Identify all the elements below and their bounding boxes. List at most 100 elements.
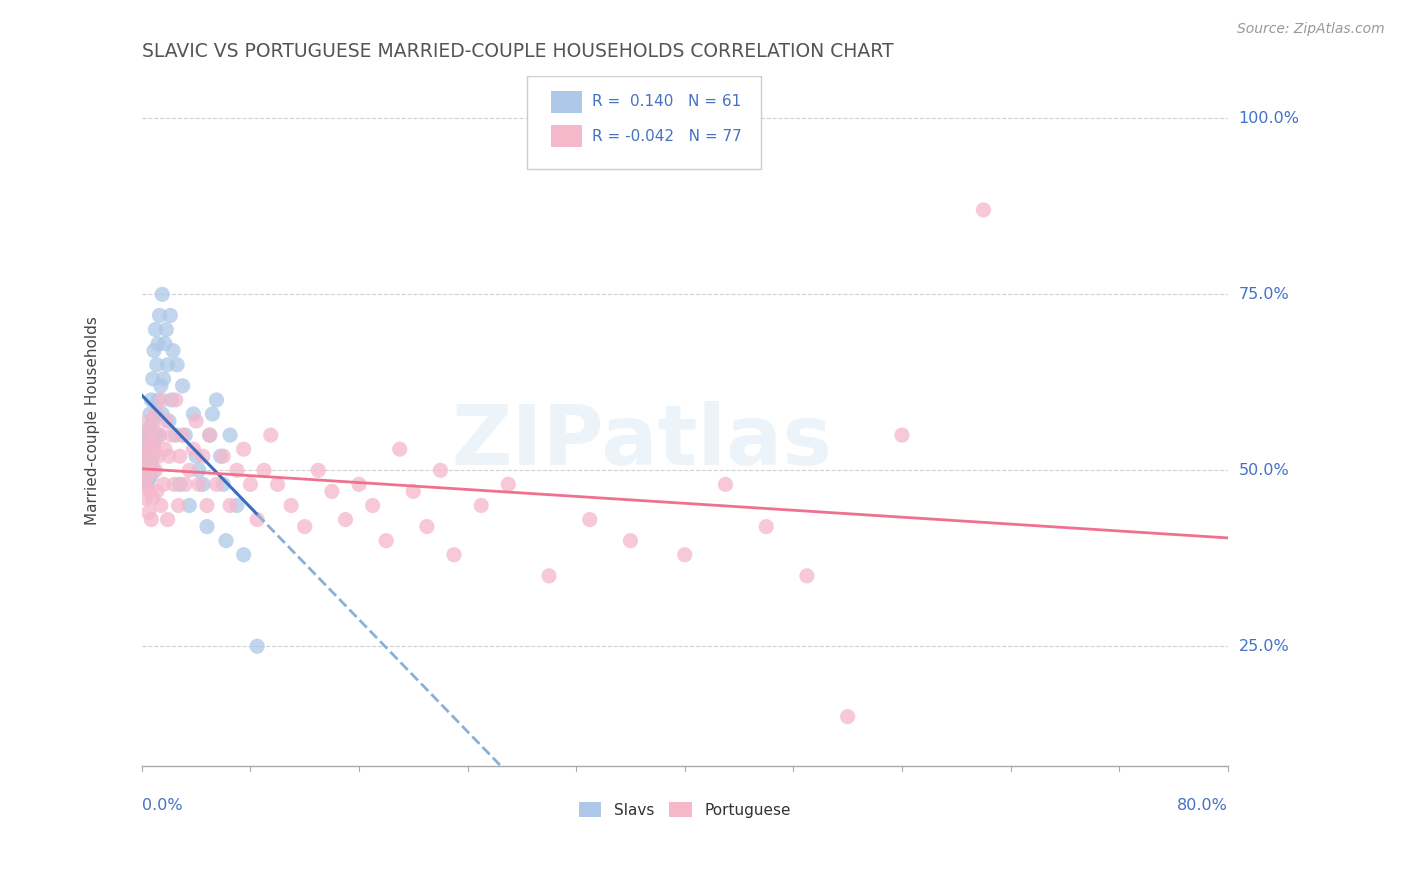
Point bbox=[246, 639, 269, 653]
Point bbox=[429, 463, 451, 477]
Point bbox=[132, 449, 155, 463]
Text: 75.0%: 75.0% bbox=[1239, 287, 1289, 301]
Point bbox=[375, 533, 398, 548]
Point bbox=[402, 484, 425, 499]
Point bbox=[260, 428, 283, 442]
Point bbox=[138, 421, 160, 435]
Point bbox=[246, 512, 269, 526]
Point bbox=[184, 414, 207, 428]
Point bbox=[335, 512, 357, 526]
Point bbox=[145, 407, 167, 421]
Point bbox=[187, 477, 209, 491]
Point bbox=[139, 456, 162, 470]
Point bbox=[150, 287, 173, 301]
FancyBboxPatch shape bbox=[551, 125, 582, 147]
Point bbox=[212, 477, 235, 491]
Point bbox=[149, 379, 172, 393]
Text: 80.0%: 80.0% bbox=[1177, 797, 1227, 813]
Point bbox=[253, 463, 276, 477]
Point bbox=[157, 449, 180, 463]
Point bbox=[205, 392, 228, 407]
Point bbox=[153, 336, 176, 351]
Point bbox=[321, 484, 343, 499]
Point bbox=[145, 407, 167, 421]
Point bbox=[172, 428, 194, 442]
Point bbox=[163, 477, 186, 491]
Point bbox=[416, 519, 439, 533]
Point bbox=[470, 499, 492, 513]
Point bbox=[157, 414, 180, 428]
Point bbox=[232, 442, 254, 457]
Point bbox=[673, 548, 696, 562]
Point bbox=[215, 533, 238, 548]
Point bbox=[155, 322, 177, 336]
Point bbox=[179, 499, 201, 513]
Point bbox=[443, 548, 465, 562]
Point bbox=[166, 358, 188, 372]
Point bbox=[141, 392, 163, 407]
Point bbox=[172, 379, 194, 393]
Point bbox=[388, 442, 411, 457]
Point bbox=[156, 358, 179, 372]
Point bbox=[891, 428, 914, 442]
Point bbox=[972, 202, 994, 217]
Point bbox=[150, 392, 173, 407]
Text: 50.0%: 50.0% bbox=[1239, 463, 1289, 478]
Text: Married-couple Households: Married-couple Households bbox=[86, 317, 100, 525]
Point bbox=[136, 442, 159, 457]
Point bbox=[146, 392, 169, 407]
Point bbox=[143, 442, 166, 457]
Point bbox=[135, 463, 157, 477]
Point bbox=[347, 477, 370, 491]
Point bbox=[148, 309, 170, 323]
Point bbox=[135, 428, 157, 442]
Point bbox=[755, 519, 778, 533]
FancyBboxPatch shape bbox=[551, 91, 582, 112]
Text: 25.0%: 25.0% bbox=[1239, 639, 1289, 654]
Point bbox=[139, 407, 162, 421]
Point bbox=[141, 456, 163, 470]
Point bbox=[156, 512, 179, 526]
Point bbox=[195, 519, 218, 533]
Point bbox=[169, 477, 191, 491]
Text: 0.0%: 0.0% bbox=[142, 797, 183, 813]
Point bbox=[150, 407, 173, 421]
Point bbox=[145, 463, 167, 477]
Point bbox=[179, 463, 201, 477]
Point bbox=[143, 343, 166, 358]
Point bbox=[139, 484, 162, 499]
Point bbox=[159, 309, 181, 323]
Point bbox=[225, 499, 247, 513]
Point bbox=[294, 519, 316, 533]
Point bbox=[142, 491, 165, 506]
Point bbox=[142, 421, 165, 435]
Point bbox=[148, 428, 170, 442]
Point bbox=[139, 442, 162, 457]
Point bbox=[198, 428, 221, 442]
Point bbox=[174, 477, 197, 491]
Point bbox=[266, 477, 288, 491]
Point bbox=[239, 477, 262, 491]
Point bbox=[138, 449, 160, 463]
Point bbox=[142, 449, 165, 463]
Point bbox=[361, 499, 384, 513]
Point bbox=[138, 506, 160, 520]
Text: Source: ZipAtlas.com: Source: ZipAtlas.com bbox=[1237, 22, 1385, 37]
Point bbox=[498, 477, 520, 491]
Point bbox=[232, 548, 254, 562]
Point bbox=[134, 456, 156, 470]
Point bbox=[198, 428, 221, 442]
Point bbox=[205, 477, 228, 491]
Point bbox=[149, 499, 172, 513]
Point bbox=[143, 435, 166, 450]
Point bbox=[142, 372, 165, 386]
Legend: Slavs, Portuguese: Slavs, Portuguese bbox=[572, 796, 797, 823]
Point bbox=[183, 407, 205, 421]
Point bbox=[135, 491, 157, 506]
Point bbox=[152, 372, 174, 386]
Text: R =  0.140   N = 61: R = 0.140 N = 61 bbox=[592, 95, 742, 109]
Point bbox=[183, 442, 205, 457]
Point bbox=[141, 435, 163, 450]
Point bbox=[145, 322, 167, 336]
Point bbox=[152, 477, 174, 491]
